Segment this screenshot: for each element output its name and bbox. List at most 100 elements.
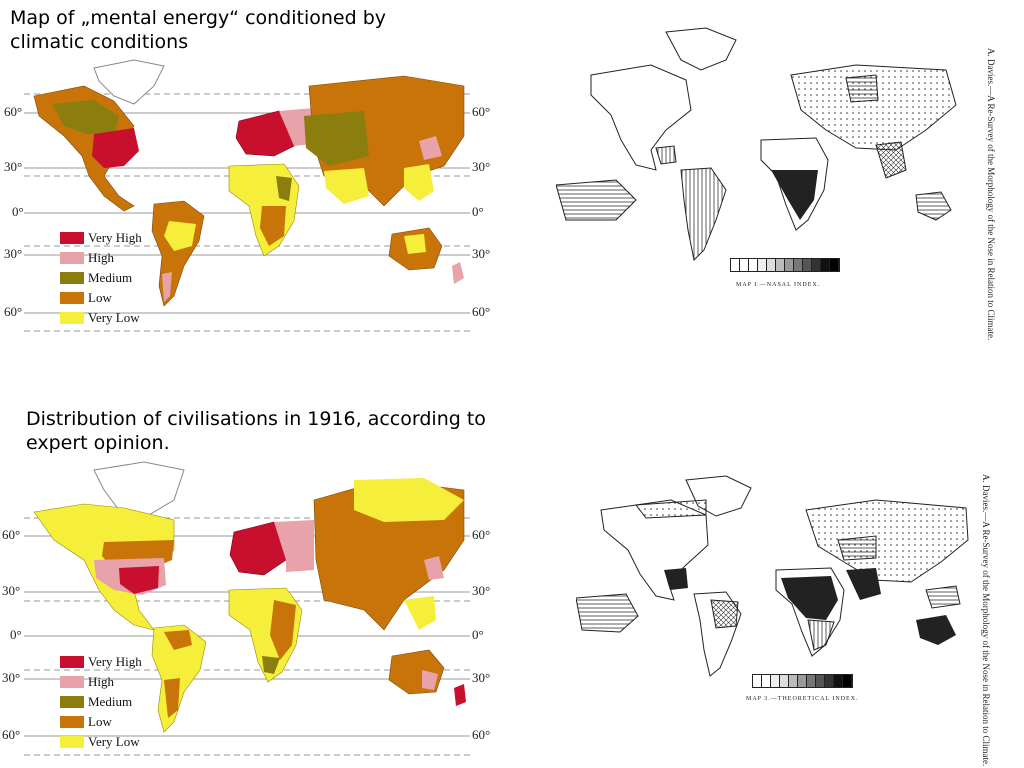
lat-label-0-right: 0° bbox=[472, 204, 484, 219]
lat-label-60s-right: 60° bbox=[472, 727, 491, 742]
southeast-asia-very-low bbox=[404, 164, 434, 201]
greenland-outline bbox=[665, 27, 737, 71]
legend-label: High bbox=[88, 250, 114, 265]
india-dark bbox=[846, 568, 881, 600]
brazil-very-low bbox=[164, 221, 196, 251]
lat-label-30s-right: 30° bbox=[472, 246, 491, 261]
legend-item-very-high: Very High bbox=[60, 652, 142, 672]
mental-energy-map: 60° 30° 0° 30° 60° 60° 30° 0° 30° 60° Ve… bbox=[4, 56, 490, 338]
scale-cell bbox=[758, 259, 767, 271]
east-africa-low bbox=[270, 600, 296, 660]
eastern-europe-high bbox=[274, 520, 314, 572]
lat-label-60n-right: 60° bbox=[472, 104, 491, 119]
lat-label-0-left: 0° bbox=[10, 627, 22, 642]
scale-cell bbox=[771, 675, 780, 687]
east-africa-medium bbox=[276, 176, 292, 201]
africa-dark bbox=[771, 170, 818, 220]
australia-interior-very-low bbox=[404, 234, 426, 254]
lat-label-0-left: 0° bbox=[12, 204, 24, 219]
arctic-dotted bbox=[635, 499, 707, 519]
argentina-low bbox=[164, 678, 180, 718]
south-america-low bbox=[151, 200, 205, 307]
pacific-islands-hatched bbox=[925, 585, 961, 609]
scale-cell bbox=[776, 259, 785, 271]
scale-cell bbox=[812, 259, 821, 271]
legend-label: Medium bbox=[88, 270, 133, 285]
nasal-index-map-scan: MAP I.—NASAL INDEX. A. Davies.—A Re-Surv… bbox=[555, 20, 1002, 340]
legend-label: Low bbox=[88, 290, 112, 305]
legend-item-medium: Medium bbox=[60, 692, 142, 712]
theoretical-index-caption: MAP 3.—THEORETICAL INDEX. bbox=[746, 696, 859, 702]
legend-item-low: Low bbox=[60, 712, 142, 732]
scale-cell bbox=[749, 259, 758, 271]
greenland bbox=[93, 461, 185, 519]
theoretical-index-side-caption: A. Davies.—A Re-Survey of the Morphology… bbox=[981, 474, 991, 767]
legend-item-very-low: Very Low bbox=[60, 308, 142, 328]
legend-swatch bbox=[60, 292, 84, 304]
legend-label: High bbox=[88, 674, 114, 689]
central-asia-medium bbox=[304, 111, 369, 166]
eurasia-dotted bbox=[805, 499, 969, 583]
nasal-index-scale bbox=[730, 258, 840, 272]
southeast-australia-high bbox=[422, 670, 438, 690]
africa-south-low bbox=[260, 206, 286, 246]
legend-label: Very Low bbox=[88, 310, 140, 325]
legend-label: Very High bbox=[88, 230, 142, 245]
legend-item-low: Low bbox=[60, 288, 142, 308]
japan-high bbox=[419, 136, 442, 160]
legend-swatch bbox=[60, 736, 84, 748]
amazon-crosshatched bbox=[710, 599, 739, 629]
legend-swatch bbox=[60, 676, 84, 688]
central-asia-hatched bbox=[845, 74, 879, 103]
lat-label-30n-left: 30° bbox=[2, 583, 21, 598]
scale-cell bbox=[843, 675, 852, 687]
scale-cell bbox=[798, 675, 807, 687]
legend-item-very-low: Very Low bbox=[60, 732, 142, 752]
new-zealand-high bbox=[452, 262, 464, 284]
usa-very-high bbox=[92, 128, 139, 168]
legend-item-high: High bbox=[60, 248, 142, 268]
mental-energy-map-graphic bbox=[24, 59, 470, 332]
scale-cell bbox=[821, 259, 830, 271]
legend-swatch bbox=[60, 252, 84, 264]
scale-cell bbox=[785, 259, 794, 271]
lat-label-30s-left: 30° bbox=[4, 246, 23, 261]
southeast-asia-very-low bbox=[404, 596, 436, 630]
pacific-west-hatched bbox=[575, 593, 639, 633]
scale-cell bbox=[807, 675, 816, 687]
india-crosshatched bbox=[875, 141, 907, 179]
lat-label-30s-left: 30° bbox=[2, 670, 21, 685]
lat-label-60s-left: 60° bbox=[2, 727, 21, 742]
scale-cell bbox=[780, 675, 789, 687]
pacific-islands-hatched bbox=[555, 179, 637, 221]
scale-cell bbox=[794, 259, 803, 271]
lat-label-0-right: 0° bbox=[472, 627, 484, 642]
australia-dark bbox=[916, 615, 956, 645]
legend-label: Very Low bbox=[88, 734, 140, 749]
australia-hatched bbox=[915, 191, 952, 221]
southern-africa-hatched bbox=[807, 619, 835, 651]
nasal-index-caption: MAP I.—NASAL INDEX. bbox=[736, 282, 821, 288]
legend-item-very-high: Very High bbox=[60, 228, 142, 248]
legend-swatch bbox=[60, 656, 84, 668]
legend-label: Very High bbox=[88, 654, 142, 669]
scale-cell bbox=[762, 675, 771, 687]
scale-cell bbox=[740, 259, 749, 271]
lat-label-60n-left: 60° bbox=[2, 527, 21, 542]
legend-swatch bbox=[60, 696, 84, 708]
nasal-index-side-caption: A. Davies.—A Re-Survey of the Morphology… bbox=[986, 48, 996, 341]
north-south-america-low bbox=[164, 630, 192, 650]
lat-label-30s-right: 30° bbox=[472, 670, 491, 685]
lat-label-60n-right: 60° bbox=[472, 527, 491, 542]
lat-label-30n-right: 30° bbox=[472, 583, 491, 598]
central-america-hatched bbox=[655, 145, 677, 165]
scale-cell bbox=[767, 259, 776, 271]
north-america-outline bbox=[590, 64, 692, 171]
legend-swatch bbox=[60, 232, 84, 244]
legend-item-medium: Medium bbox=[60, 268, 142, 288]
australia-low bbox=[388, 649, 445, 695]
argentina-high bbox=[162, 272, 172, 302]
legend-item-high: High bbox=[60, 672, 142, 692]
nasal-index-map-graphic bbox=[555, 27, 957, 262]
usa-very-high bbox=[119, 566, 159, 594]
